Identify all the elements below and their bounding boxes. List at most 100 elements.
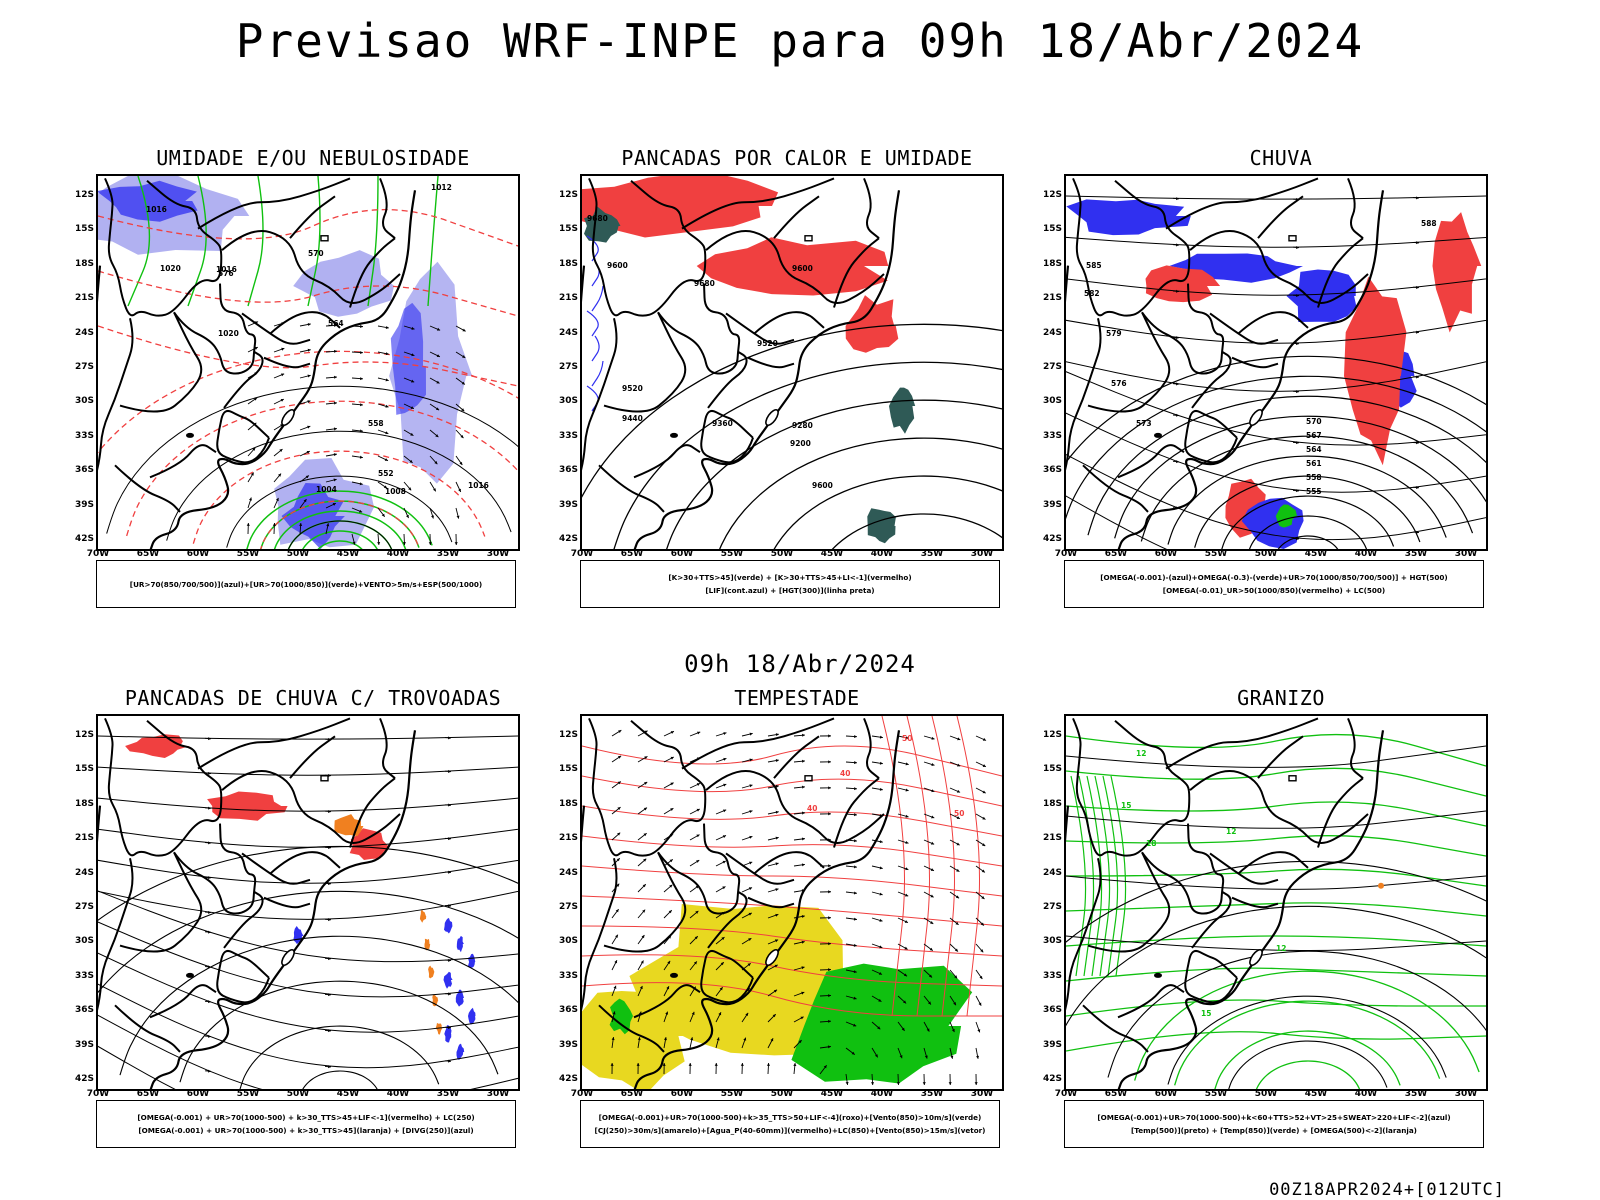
streamline-arrow-head	[1416, 375, 1419, 379]
wind-vector-head	[305, 475, 309, 479]
wind-vector-head	[432, 488, 436, 492]
map-plot	[96, 714, 520, 1091]
wind-vector-head	[461, 408, 465, 412]
lagoa-dos-patos	[281, 948, 295, 967]
wind850-vector-head	[901, 1027, 905, 1031]
contour-label: 570	[308, 249, 324, 258]
wind850-vector-head	[670, 756, 674, 760]
lat-tick-label: 12S	[558, 190, 578, 200]
lake-mark	[1154, 972, 1162, 978]
wind850-vector-head	[931, 736, 935, 740]
lon-tick-label: 70W	[1054, 1089, 1078, 1099]
wind850-vector-head	[899, 1055, 903, 1059]
streamline-arrow-head	[1296, 293, 1299, 298]
legend-line: [OMEGA(-0.001)+UR>70(1000-500)+k>35_TTS>…	[598, 1113, 982, 1122]
map-svg: 40 50 40 50	[582, 716, 1002, 1089]
map-svg: 12 15 18 12 15 12	[1066, 717, 1486, 1089]
wind850-vector-head	[617, 832, 621, 836]
wind850-vector-head	[903, 1000, 907, 1004]
lat-tick-label: 30S	[74, 396, 94, 407]
wind-vector-head	[409, 459, 413, 463]
wind-vector-head	[334, 349, 337, 353]
contour-label: 9600	[792, 264, 813, 273]
wind850-vector-head	[878, 998, 882, 1002]
border-line	[289, 735, 336, 779]
wind-vector-head	[306, 450, 310, 454]
temp850-contour	[1066, 868, 1486, 887]
lat-tick-label: 18S	[1042, 258, 1062, 269]
wind850-vector-head	[610, 1063, 614, 1066]
wind850-vector-head	[905, 867, 909, 871]
streamline-arrow-head	[1416, 530, 1419, 534]
lon-tick-label: 55W	[720, 1089, 744, 1099]
k-tts-orange-area	[334, 814, 364, 837]
map-svg	[98, 717, 518, 1089]
border-line	[241, 312, 311, 345]
wind-vector-head	[352, 541, 356, 545]
temp850-contour	[1070, 775, 1087, 977]
temp500-contour	[1167, 995, 1447, 1085]
lat-tick-label: 36S	[558, 465, 578, 476]
temp850-contour	[1066, 767, 1486, 797]
contour-label: 1016	[468, 481, 489, 490]
contour-label: 573	[1136, 419, 1152, 428]
lif-contour	[591, 335, 600, 362]
wind-vector-head	[334, 375, 337, 379]
contour-label: 561	[1306, 459, 1322, 468]
border-line	[1141, 283, 1225, 375]
humidity-low-contour	[273, 510, 407, 549]
contour-label: 12	[1136, 749, 1146, 758]
lat-tick-label: 33S	[74, 970, 94, 981]
west-coastline	[1066, 805, 1070, 843]
border-line	[1082, 1004, 1149, 1053]
lake-mark	[186, 972, 194, 978]
lon-tick-label: 45W	[820, 549, 844, 559]
streamline-arrow-head	[328, 918, 331, 922]
wind850-vector-head	[800, 1016, 804, 1020]
border-line	[1087, 851, 1171, 953]
wind850-vector-head	[956, 789, 961, 793]
border-line	[119, 851, 203, 953]
wind-vector-head	[359, 455, 363, 459]
wind850-vector-head	[615, 934, 618, 938]
temp850-contour	[1102, 775, 1119, 977]
border-line	[1072, 177, 1191, 317]
precipitable-water-contour	[582, 865, 1002, 897]
wind-vector-head	[272, 523, 276, 526]
wind850-vector-head	[853, 865, 857, 869]
lat-tick-label: 27S	[74, 902, 94, 912]
streamline	[1066, 454, 1486, 541]
wind850-vector-head	[905, 788, 909, 792]
wind850-vector-head	[775, 913, 779, 917]
streamline	[1066, 236, 1486, 248]
wind850-vector-head	[747, 963, 751, 967]
legend-line: [OMEGA(-0.01)_UR>50(1000/850)(vermelho) …	[1162, 586, 1386, 595]
streamline-arrow-head	[448, 958, 451, 962]
streamline-arc	[239, 1025, 440, 1089]
divg-area	[468, 1007, 476, 1025]
wind850-vector-head	[954, 948, 958, 952]
wind850-vector-head	[905, 814, 909, 818]
contour-label: 555	[1306, 487, 1322, 496]
west-coastline	[98, 265, 102, 303]
streamline-arrow-head	[1296, 342, 1299, 346]
lat-tick-label: 30S	[1042, 396, 1062, 407]
streamline-arrow-head	[208, 771, 211, 775]
wind850-vector-head	[670, 782, 674, 786]
wind850-vector-head	[637, 1037, 641, 1041]
wind850-vector-head	[928, 974, 933, 978]
panel-title: PANCADAS POR CALOR E UMIDADE	[621, 146, 973, 170]
panel-title: TEMPESTADE	[734, 686, 860, 710]
wind-vector-head	[246, 523, 250, 526]
contour-label: 9520	[622, 384, 643, 393]
lon-tick-label: 65W	[1104, 1089, 1128, 1099]
lat-tick-label: 30S	[558, 396, 578, 407]
border-line	[598, 1004, 665, 1053]
wind850-vector-head	[974, 1082, 978, 1085]
contour-label: 18	[1146, 839, 1156, 848]
wind850-vector-head	[853, 1023, 857, 1027]
wind850-vector-head	[618, 730, 622, 733]
lon-tick-label: 60W	[670, 549, 694, 559]
border-line	[221, 230, 401, 304]
streamline-arrow-head	[1176, 336, 1179, 340]
